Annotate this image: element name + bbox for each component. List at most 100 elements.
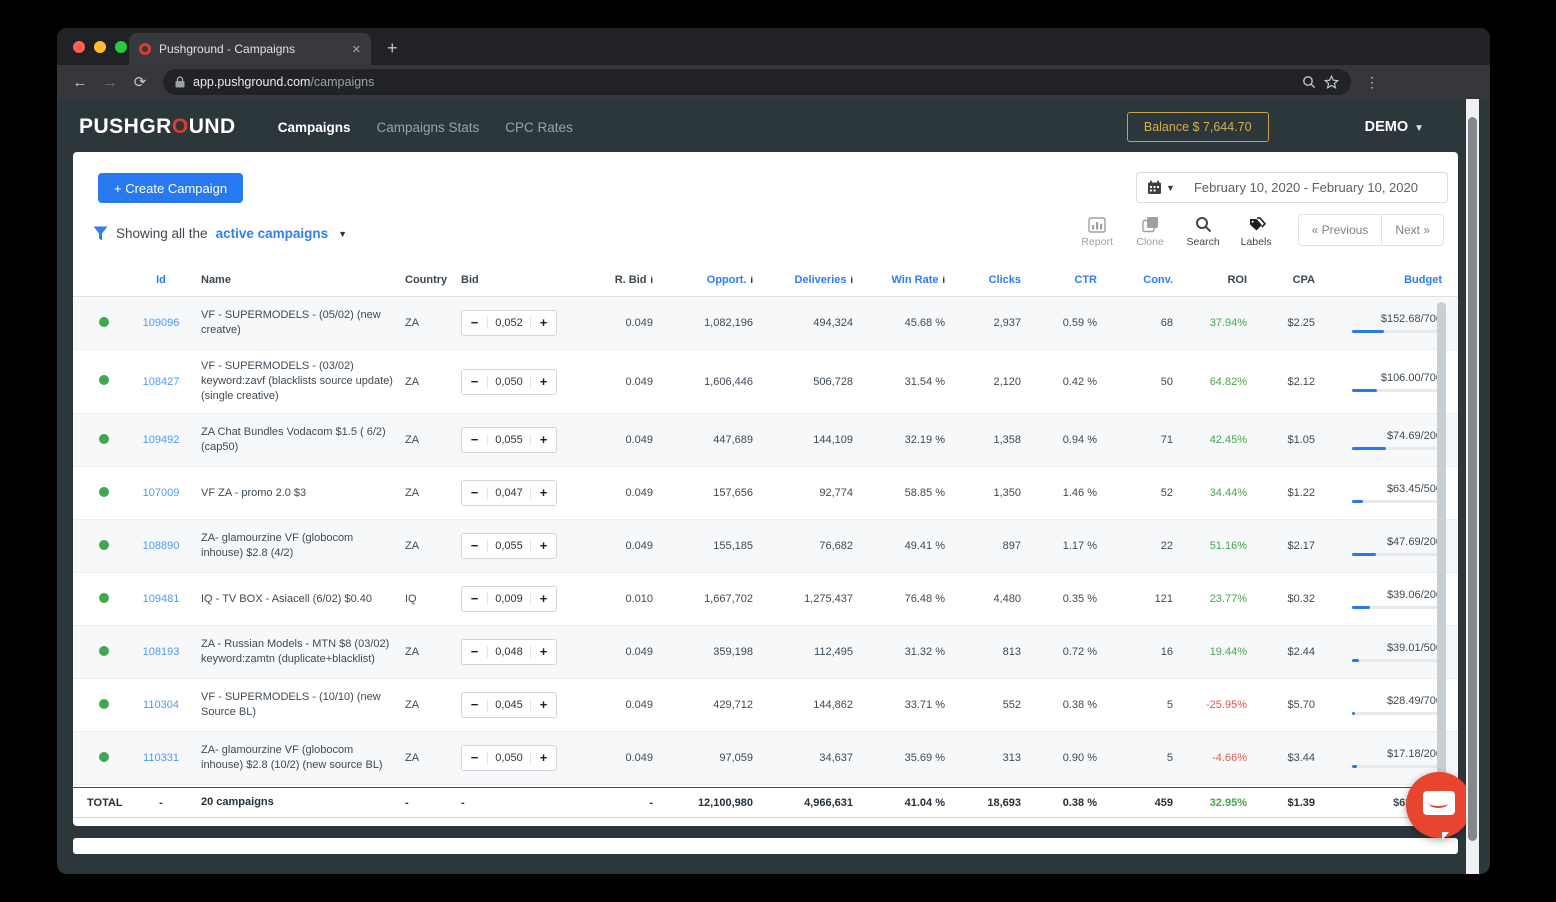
filter-dropdown[interactable]: active campaigns xyxy=(215,226,329,241)
cell-win_rate: 45.68 % xyxy=(904,317,945,329)
maximize-window-button[interactable] xyxy=(115,41,127,53)
search-button[interactable]: Search xyxy=(1180,216,1227,248)
bid-increase-button[interactable]: + xyxy=(531,746,556,770)
bid-increase-button[interactable]: + xyxy=(531,428,556,452)
cell-ctr: 1.17 % xyxy=(1062,540,1097,552)
bid-decrease-button[interactable]: − xyxy=(462,534,487,558)
bid-decrease-button[interactable]: − xyxy=(462,746,487,770)
chat-widget-button[interactable] xyxy=(1406,772,1472,840)
column-header-budget[interactable]: Budget xyxy=(1404,274,1442,286)
table-scrollbar-thumb[interactable] xyxy=(1437,302,1446,807)
campaign-row[interactable]: 108890 ZA- glamourzine VF (globocom inhou… xyxy=(73,520,1458,573)
campaign-row[interactable]: 109481 IQ - TV BOX - Asiacell (6/02) $0.4… xyxy=(73,573,1458,626)
campaign-row[interactable]: 108427 VF - SUPERMODELS - (03/02) keyword… xyxy=(73,350,1458,414)
cell-bid: −0,048 + xyxy=(461,639,567,665)
bid-decrease-button[interactable]: − xyxy=(462,311,487,335)
campaign-id-link[interactable]: 108890 xyxy=(142,540,180,552)
nav-campaigns-stats[interactable]: Campaigns Stats xyxy=(376,119,480,135)
column-header-id[interactable]: Id xyxy=(156,274,166,286)
bid-increase-button[interactable]: + xyxy=(531,640,556,664)
report-button[interactable]: Report xyxy=(1074,217,1121,248)
tab-close-icon[interactable]: ✕ xyxy=(351,43,361,56)
bid-increase-button[interactable]: + xyxy=(531,534,556,558)
cell-roi: 34.44% xyxy=(1209,487,1247,499)
page-scrollbar[interactable] xyxy=(1466,99,1479,874)
cell-name: ZA- glamourzine VF (globocom inhouse) $2… xyxy=(201,532,354,559)
minimize-window-button[interactable] xyxy=(94,41,106,53)
account-menu[interactable]: DEMO ▼ xyxy=(1364,119,1424,135)
close-window-button[interactable] xyxy=(73,41,85,53)
create-campaign-button[interactable]: + Create Campaign xyxy=(98,173,244,203)
campaign-row[interactable]: 108193 ZA - Russian Models - MTN $8 (03/0… xyxy=(73,626,1458,679)
reload-icon[interactable]: ⟳ xyxy=(133,74,147,91)
filter-funnel-icon[interactable] xyxy=(93,226,108,241)
campaign-row[interactable]: 110304 VF - SUPERMODELS - (10/10) (new So… xyxy=(73,679,1458,732)
bid-value[interactable]: 0,045 xyxy=(487,699,531,711)
page-scrollbar-thumb[interactable] xyxy=(1468,117,1477,841)
back-icon[interactable]: ← xyxy=(72,73,88,91)
nav-campaigns[interactable]: Campaigns xyxy=(277,119,351,135)
date-range-picker[interactable]: ▼ February 10, 2020 - February 10, 2020 xyxy=(1136,172,1448,203)
nav-cpc-rates[interactable]: CPC Rates xyxy=(505,119,573,135)
campaign-row[interactable]: 109492 ZA Chat Bundles Vodacom $1.5 ( 6/2… xyxy=(73,414,1458,467)
bid-decrease-button[interactable]: − xyxy=(462,369,487,394)
column-header-deliveries[interactable]: Deliveries i xyxy=(794,274,854,286)
secondary-card-edge xyxy=(73,838,1458,854)
labels-button[interactable]: Labels xyxy=(1233,217,1280,248)
info-icon[interactable]: i xyxy=(650,275,653,285)
previous-page-button[interactable]: « Previous xyxy=(1299,215,1383,245)
clone-button[interactable]: Clone xyxy=(1127,216,1174,248)
campaign-id-link[interactable]: 109481 xyxy=(142,593,180,605)
bid-decrease-button[interactable]: − xyxy=(462,587,487,611)
bid-value[interactable]: 0,050 xyxy=(487,752,531,764)
column-header-conv[interactable]: Conv. xyxy=(1143,274,1173,286)
bid-decrease-button[interactable]: − xyxy=(462,693,487,717)
bid-increase-button[interactable]: + xyxy=(531,481,556,505)
campaign-id-link[interactable]: 108427 xyxy=(142,375,180,388)
campaign-id-link[interactable]: 109492 xyxy=(142,434,180,446)
forward-icon[interactable]: → xyxy=(102,73,118,91)
bid-decrease-button[interactable]: − xyxy=(462,481,487,505)
campaign-id-link[interactable]: 108193 xyxy=(142,646,180,658)
bid-value[interactable]: 0,048 xyxy=(487,646,531,658)
cell-opport: 157,656 xyxy=(713,487,753,499)
browser-tab[interactable]: Pushground - Campaigns ✕ xyxy=(129,33,371,65)
balance-badge[interactable]: Balance $ 7,644.70 xyxy=(1126,112,1269,142)
bid-value[interactable]: 0,052 xyxy=(487,317,531,329)
url-bar[interactable]: app.pushground.com/campaigns xyxy=(163,69,1351,95)
campaign-id-link[interactable]: 110304 xyxy=(143,699,179,711)
bid-increase-button[interactable]: + xyxy=(531,693,556,717)
column-header-opport[interactable]: Opport. i xyxy=(706,274,753,286)
column-header-win_rate[interactable]: Win Rate i xyxy=(891,274,945,286)
campaign-row[interactable]: 110331 ZA- glamourzine VF (globocom inhou… xyxy=(73,732,1458,785)
bookmark-star-icon[interactable] xyxy=(1324,74,1339,90)
campaign-id-link[interactable]: 109096 xyxy=(142,317,180,329)
campaign-row[interactable]: 109096 VF - SUPERMODELS - (05/02) (new cr… xyxy=(73,297,1458,350)
campaign-row[interactable]: 107009 VF ZA - promo 2.0 $3 ZA −0,047 +0.049… xyxy=(73,467,1458,520)
campaign-id-link[interactable]: 107009 xyxy=(142,487,180,499)
bid-decrease-button[interactable]: − xyxy=(462,640,487,664)
next-page-button[interactable]: Next » xyxy=(1395,223,1430,237)
bid-value[interactable]: 0,050 xyxy=(487,375,531,388)
info-icon[interactable]: i xyxy=(750,275,753,285)
total-cell-conv: 459 xyxy=(1154,796,1173,809)
cell-country: ZA xyxy=(405,752,420,764)
cell-ctr: 0.38 % xyxy=(1062,699,1097,711)
bid-value[interactable]: 0,055 xyxy=(487,434,531,446)
bid-value[interactable]: 0,047 xyxy=(487,487,531,499)
column-header-clicks[interactable]: Clicks xyxy=(988,274,1021,286)
bid-increase-button[interactable]: + xyxy=(531,369,556,394)
info-icon[interactable]: i xyxy=(850,275,853,285)
bid-decrease-button[interactable]: − xyxy=(462,428,487,452)
info-icon[interactable]: i xyxy=(942,275,945,285)
new-tab-button[interactable]: + xyxy=(387,38,398,58)
column-header-ctr[interactable]: CTR xyxy=(1074,274,1097,286)
bid-value[interactable]: 0,055 xyxy=(487,540,531,552)
bid-increase-button[interactable]: + xyxy=(531,587,556,611)
zoom-icon[interactable] xyxy=(1302,75,1316,89)
campaign-id-link[interactable]: 110331 xyxy=(143,752,179,764)
bid-increase-button[interactable]: + xyxy=(531,311,556,335)
bid-value[interactable]: 0,009 xyxy=(487,593,531,605)
pushground-logo[interactable]: PUSHGROUND xyxy=(79,115,236,138)
browser-menu-icon[interactable]: ⋮ xyxy=(1365,73,1379,90)
